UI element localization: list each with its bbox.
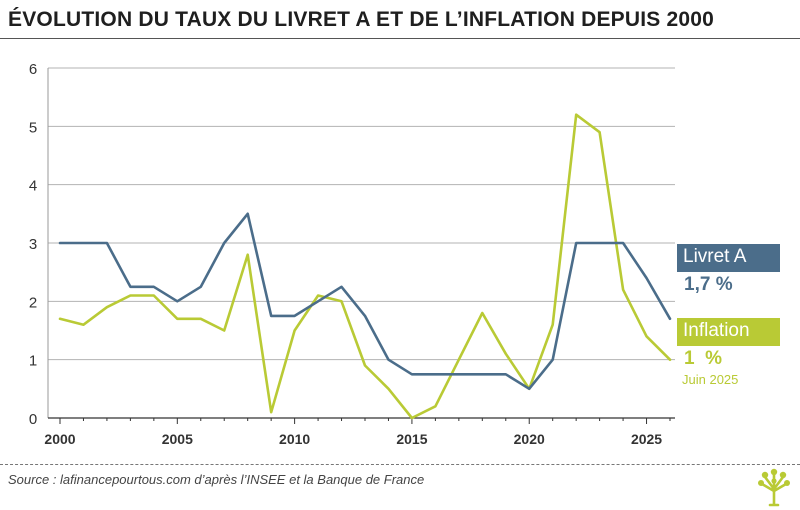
y-tick-label-3: 3 (29, 236, 37, 253)
legend-livret-value: 1,7 % (684, 274, 733, 295)
tick-labels: 0 1 2 3 4 5 6 2000 2005 2010 2015 2020 2025 (29, 61, 662, 447)
y-tick-label-6: 6 (29, 61, 37, 78)
series-line-inflation (58, 113, 672, 420)
grid-lines (48, 67, 675, 361)
y-tick-label-0: 0 (29, 411, 37, 428)
footer-divider (0, 464, 800, 465)
axes (47, 68, 675, 424)
legend-inflation-box: Inflation (677, 318, 780, 346)
chart-title: ÉVOLUTION DU TAUX DU LIVRET A ET DE L’IN… (8, 8, 715, 31)
tree-logo-icon (758, 468, 790, 507)
title-divider (0, 38, 800, 39)
y-tick-label-1: 1 (29, 353, 37, 370)
source-note: Source : lafinancepourtous.com d’après l… (8, 472, 425, 487)
series-lines (58, 113, 672, 420)
x-tick-label-2020: 2020 (514, 431, 545, 447)
x-tick-label-2000: 2000 (44, 431, 75, 447)
x-tick-label-2025: 2025 (631, 431, 662, 447)
legend-inflation-date: Juin 2025 (682, 372, 739, 387)
x-tick-label-2015: 2015 (396, 431, 427, 447)
y-tick-label-4: 4 (29, 178, 37, 195)
legend-inflation-value: 1 % (684, 348, 723, 369)
x-tick-label-2010: 2010 (279, 431, 310, 447)
x-tick-label-2005: 2005 (162, 431, 193, 447)
legend-livret-box: Livret A (677, 244, 780, 272)
series-line-livret-a (58, 212, 672, 391)
y-tick-label-2: 2 (29, 294, 37, 311)
y-tick-label-5: 5 (29, 119, 37, 136)
